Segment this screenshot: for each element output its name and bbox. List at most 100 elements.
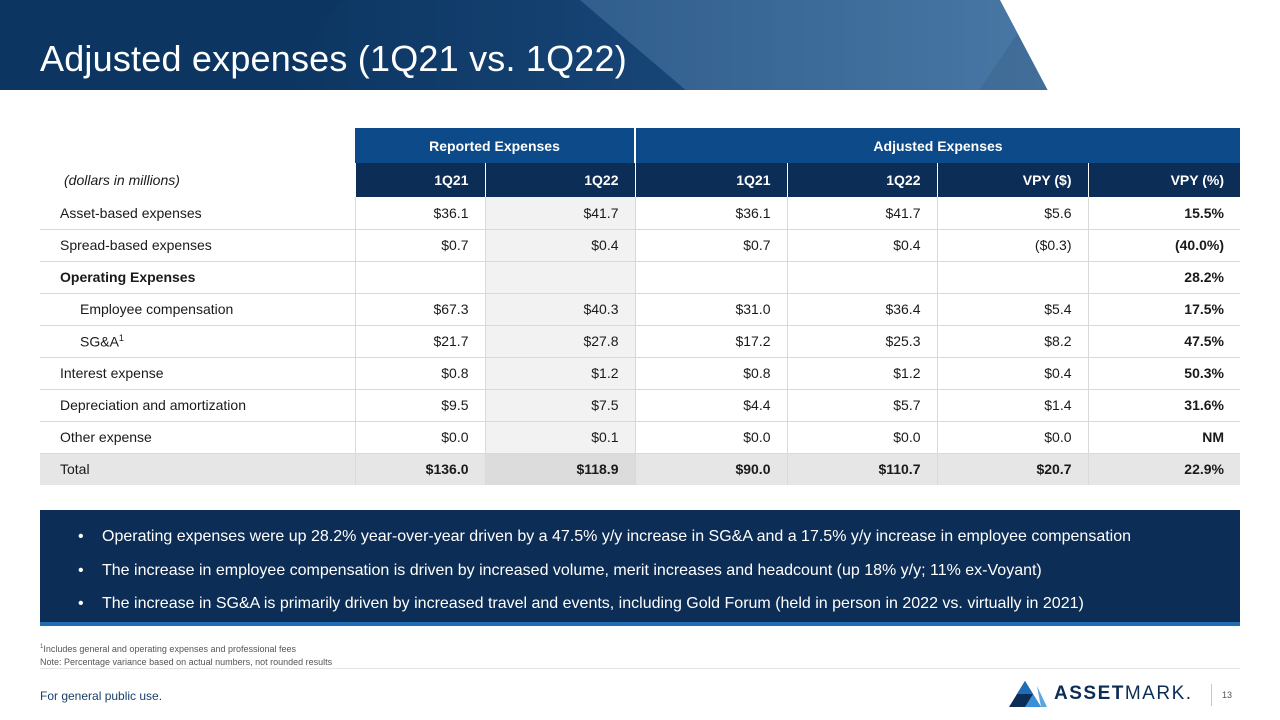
- table-cell: [786, 261, 937, 294]
- logo-wordmark: ASSETMARK.: [1054, 683, 1193, 705]
- table-cell: $36.1: [354, 197, 485, 230]
- table-cell: 17.5%: [1087, 293, 1240, 326]
- table-cell: (40.0%): [1087, 229, 1240, 262]
- table-cell: $136.0: [354, 453, 485, 485]
- footnote-marker: 1: [118, 332, 124, 343]
- row-label: Interest expense: [40, 357, 355, 390]
- table-row: Operating Expenses 28.2%: [40, 261, 1240, 294]
- table-cell: [484, 261, 635, 294]
- bullet-marker: •: [78, 528, 84, 545]
- list-item: • The increase in employee compensation i…: [78, 554, 1240, 588]
- title-banner: Adjusted expenses (1Q21 vs. 1Q22): [0, 0, 1280, 90]
- row-label: Total: [40, 453, 355, 485]
- column-header-row: (dollars in millions) 1Q21 1Q22 1Q21 1Q2…: [40, 163, 1240, 197]
- column-header: VPY ($): [936, 163, 1088, 197]
- column-header: 1Q22: [786, 163, 937, 197]
- table-row: Interest expense $0.8 $1.2 $0.8 $1.2 $0.…: [40, 357, 1240, 390]
- row-label-text: SG&A: [80, 333, 119, 350]
- footer-disclaimer: For general public use.: [40, 689, 163, 703]
- footnote-1: 1Includes general and operating expenses…: [40, 641, 332, 656]
- table-row: Other expense $0.0 $0.1 $0.0 $0.0 $0.0 N…: [40, 421, 1240, 454]
- column-header: VPY (%): [1087, 163, 1240, 197]
- assetmark-logo: ASSETMARK.: [1008, 678, 1198, 710]
- assetmark-triangle-logo-icon: [1009, 681, 1047, 707]
- footnote-marker: 1: [40, 644, 44, 650]
- table-cell: $0.4: [936, 357, 1088, 390]
- table-cell: 47.5%: [1087, 325, 1240, 358]
- table-row: Depreciation and amortization $9.5 $7.5 …: [40, 389, 1240, 422]
- table-cell: ($0.3): [936, 229, 1088, 262]
- table-cell: $7.5: [484, 389, 635, 422]
- table-row: Asset-based expenses $36.1 $41.7 $36.1 $…: [40, 197, 1240, 230]
- table-cell: $0.0: [354, 421, 485, 454]
- table-cell: $0.0: [634, 421, 787, 454]
- commentary-list: • Operating expenses were up 28.2% year-o…: [78, 520, 1240, 621]
- table-cell: $9.5: [354, 389, 485, 422]
- table-cell: $5.7: [786, 389, 937, 422]
- units-label: (dollars in millions): [40, 163, 355, 197]
- table-cell: $36.1: [634, 197, 787, 230]
- row-label: SG&A1: [40, 325, 355, 358]
- footnote-2: Note: Percentage variance based on actua…: [40, 657, 333, 667]
- table-cell: $5.4: [936, 293, 1088, 326]
- table-cell: 15.5%: [1087, 197, 1240, 230]
- bullet-marker: •: [78, 561, 84, 579]
- column-header: 1Q21: [354, 163, 485, 197]
- table-cell: $0.4: [786, 229, 937, 262]
- table-cell: 50.3%: [1087, 357, 1240, 390]
- column-header: 1Q21: [634, 163, 787, 197]
- table-cell: 31.6%: [1087, 389, 1240, 422]
- table-cell: [634, 261, 787, 294]
- expenses-table: Reported Expenses Adjusted Expenses (dol…: [40, 128, 1240, 485]
- table-row: SG&A1 $21.7 $27.8 $17.2 $25.3 $8.2 47.5%: [40, 325, 1240, 358]
- table-cell: $1.2: [484, 357, 635, 390]
- table-cell: $0.7: [634, 229, 787, 262]
- logo-wordmark-dot: .: [1185, 683, 1193, 704]
- table-cell: [354, 261, 485, 294]
- footer-divider: [40, 668, 1240, 669]
- table-row: Employee compensation $67.3 $40.3 $31.0 …: [40, 293, 1240, 326]
- row-label: Spread-based expenses: [40, 229, 355, 262]
- table-cell: $0.8: [634, 357, 787, 390]
- table-cell: $17.2: [634, 325, 787, 358]
- table-cell: $20.7: [936, 453, 1088, 485]
- table-cell: $1.4: [936, 389, 1088, 422]
- page-number-divider: [1211, 684, 1212, 706]
- group-header-reported: Reported Expenses: [355, 128, 635, 163]
- banner-facet: [1000, 0, 1280, 90]
- bullet-text: The increase in employee compensation is…: [102, 561, 1042, 579]
- footnote-text: Includes general and operating expenses …: [43, 644, 297, 654]
- row-label: Employee compensation: [40, 293, 355, 326]
- table-cell: $8.2: [936, 325, 1088, 358]
- table-cell: 28.2%: [1087, 261, 1240, 294]
- table-cell: $5.6: [936, 197, 1088, 230]
- list-item: • Operating expenses were up 28.2% year-o…: [78, 520, 1240, 554]
- table-cell: $0.8: [354, 357, 485, 390]
- table-cell: $4.4: [634, 389, 787, 422]
- table-cell: $41.7: [484, 197, 635, 230]
- table-cell: $0.7: [354, 229, 485, 262]
- table-cell: $31.0: [634, 293, 787, 326]
- table-cell: $0.0: [786, 421, 937, 454]
- total-row: Total $136.0 $118.9 $90.0 $110.7 $20.7 2…: [40, 453, 1240, 485]
- table-cell: $21.7: [354, 325, 485, 358]
- table-cell: $41.7: [786, 197, 937, 230]
- table-cell: 22.9%: [1087, 453, 1240, 485]
- table-cell: $25.3: [786, 325, 937, 358]
- table-cell: $90.0: [634, 453, 787, 485]
- table-cell: $40.3: [484, 293, 635, 326]
- bullet-text: The increase in SG&A is primarily driven…: [102, 595, 1084, 612]
- group-header-adjusted: Adjusted Expenses: [634, 128, 1240, 163]
- table-cell: $1.2: [786, 357, 937, 390]
- list-item: • The increase in SG&A is primarily drive…: [78, 587, 1240, 621]
- page-number: 13: [1222, 690, 1233, 700]
- column-header: 1Q22: [484, 163, 635, 197]
- group-header-row: Reported Expenses Adjusted Expenses: [40, 128, 1240, 163]
- table-cell: NM: [1087, 421, 1240, 454]
- table-cell: $27.8: [484, 325, 635, 358]
- bullet-text: Operating expenses were up 28.2% year-ov…: [102, 528, 1132, 545]
- table-cell: $36.4: [786, 293, 937, 326]
- commentary-box: • Operating expenses were up 28.2% year-o…: [40, 510, 1240, 626]
- bullet-marker: •: [78, 595, 84, 612]
- row-label: Asset-based expenses: [40, 197, 355, 230]
